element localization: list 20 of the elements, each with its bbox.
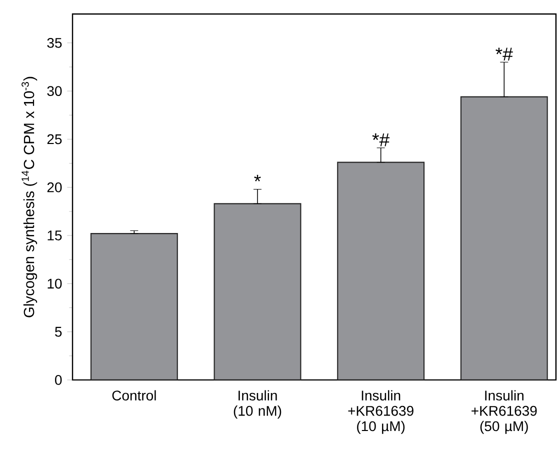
y-tick-label: 0 xyxy=(55,375,62,385)
bar xyxy=(90,233,178,380)
y-tick-label: 15 xyxy=(48,230,62,240)
bar xyxy=(337,162,425,380)
y-tick-label: 10 xyxy=(48,278,62,289)
annotation: * xyxy=(254,174,261,182)
x-tick-label: Control xyxy=(112,390,156,401)
x-tick-label: Insulin (10 nM) xyxy=(234,390,282,419)
y-tick-label: 5 xyxy=(55,326,62,337)
bar xyxy=(214,204,301,380)
y-axis-title: Glycogen synthesis ($^{14}$C CPM x 10$^{-3}$) xyxy=(22,76,38,318)
x-tick-label: Insulin +KR61639 (50 µM) xyxy=(472,390,537,434)
y-tick-label: 30 xyxy=(47,86,62,96)
y-tick-label: 25 xyxy=(47,134,62,144)
annotation: *# xyxy=(496,48,513,61)
y-tick-label: 20 xyxy=(47,182,62,192)
y-tick-label: 35 xyxy=(47,38,62,48)
bar xyxy=(460,96,548,380)
annotation: *# xyxy=(372,133,390,146)
x-tick-label: Insulin +KR61639 (10 µM) xyxy=(348,390,414,434)
